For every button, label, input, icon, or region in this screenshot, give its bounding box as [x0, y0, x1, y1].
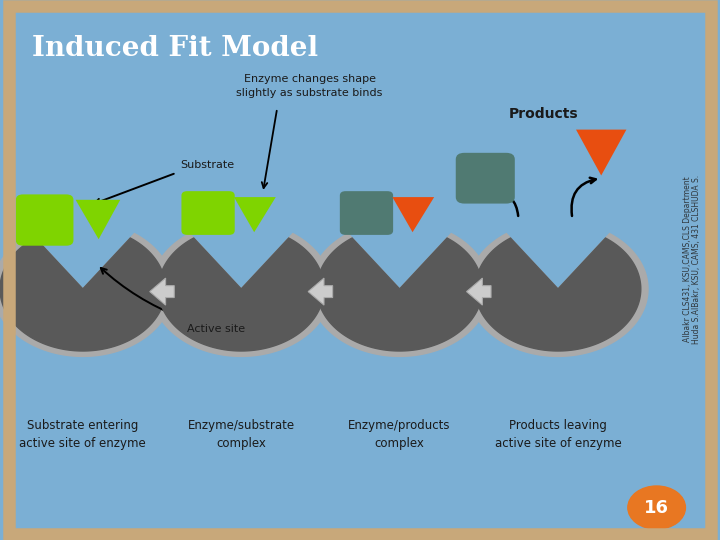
Polygon shape [317, 238, 482, 351]
FancyBboxPatch shape [181, 191, 235, 235]
Polygon shape [0, 238, 166, 351]
Polygon shape [392, 197, 434, 232]
Polygon shape [475, 238, 641, 351]
FancyArrow shape [308, 278, 333, 305]
FancyBboxPatch shape [456, 153, 515, 204]
Text: Enzyme/substrate
complex: Enzyme/substrate complex [188, 419, 294, 450]
Text: Enzyme/products
complex: Enzyme/products complex [348, 419, 451, 450]
Polygon shape [576, 130, 626, 176]
Polygon shape [234, 197, 276, 232]
Text: Active site: Active site [187, 324, 246, 334]
FancyBboxPatch shape [16, 194, 73, 246]
Polygon shape [0, 234, 173, 356]
Polygon shape [151, 234, 331, 356]
Text: Substrate: Substrate [180, 160, 234, 170]
Text: Huda S.AlBakr, KSU, CAMS, 431 CLSHUDA S.: Huda S.AlBakr, KSU, CAMS, 431 CLSHUDA S. [692, 174, 701, 344]
Text: Induced Fit Model: Induced Fit Model [32, 35, 318, 62]
Polygon shape [158, 238, 324, 351]
Polygon shape [310, 234, 490, 356]
Text: Substrate entering
active site of enzyme: Substrate entering active site of enzyme [19, 419, 146, 450]
Circle shape [628, 486, 685, 529]
FancyArrow shape [150, 278, 174, 305]
Text: 16: 16 [644, 498, 669, 517]
FancyBboxPatch shape [340, 191, 393, 235]
Text: Albakr CLS431, KSU,CAMS,CLS Department: Albakr CLS431, KSU,CAMS,CLS Department [683, 177, 692, 342]
Text: Products: Products [509, 107, 578, 122]
Text: Products leaving
active site of enzyme: Products leaving active site of enzyme [495, 419, 621, 450]
Text: Enzyme changes shape
slightly as substrate binds: Enzyme changes shape slightly as substra… [236, 75, 383, 98]
FancyArrow shape [467, 278, 491, 305]
Polygon shape [468, 234, 648, 356]
Polygon shape [76, 200, 120, 239]
